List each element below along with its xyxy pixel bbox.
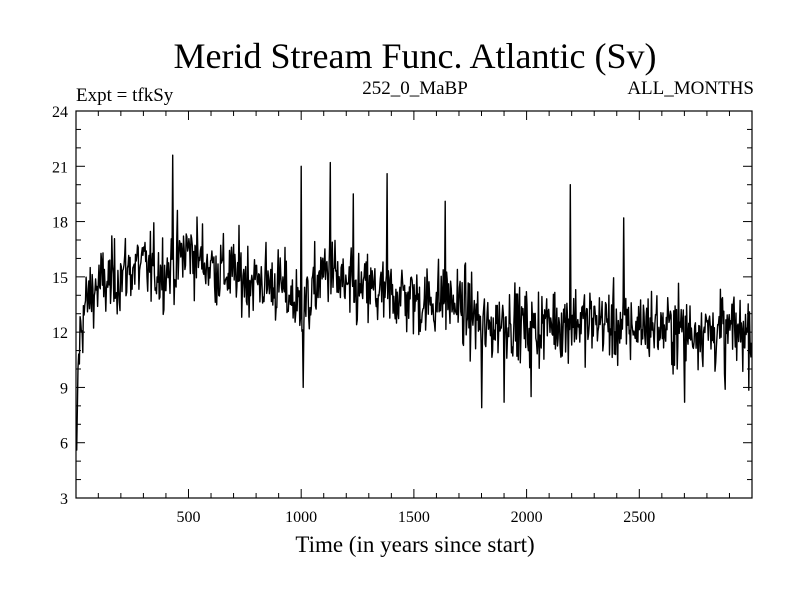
y-tick-label: 21 bbox=[52, 159, 68, 176]
months-label: ALL_MONTHS bbox=[627, 78, 754, 99]
axis-layer: 500 1000 1500 2000 2500 3 6 9 12 15 18 21 24 bbox=[52, 104, 753, 526]
series-layer bbox=[76, 154, 752, 451]
y-tick-label: 15 bbox=[52, 270, 68, 287]
x-tick-label: 2000 bbox=[511, 509, 543, 526]
y-tick-label: 12 bbox=[52, 325, 68, 342]
chart-title: Merid Stream Func. Atlantic (Sv) bbox=[174, 36, 657, 76]
x-tick-label: 500 bbox=[176, 509, 200, 526]
y-tick-label: 24 bbox=[52, 104, 68, 121]
y-tick-label: 6 bbox=[60, 436, 68, 453]
x-axis-label: Time (in years since start) bbox=[295, 532, 534, 557]
series-line bbox=[76, 154, 752, 451]
x-tick-label: 1500 bbox=[398, 509, 430, 526]
x-tick-label: 2500 bbox=[623, 509, 655, 526]
x-tick-label: 1000 bbox=[285, 509, 317, 526]
y-tick-label: 3 bbox=[60, 491, 68, 508]
time-slice-label: 252_0_MaBP bbox=[362, 78, 468, 99]
y-tick-label: 18 bbox=[52, 215, 68, 232]
y-tick-label: 9 bbox=[60, 380, 68, 397]
experiment-label: Expt = tfkSy bbox=[76, 85, 174, 106]
